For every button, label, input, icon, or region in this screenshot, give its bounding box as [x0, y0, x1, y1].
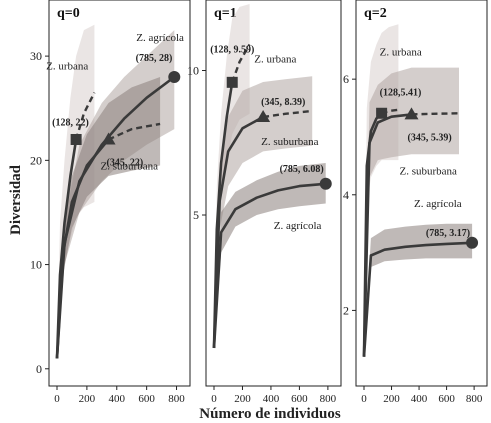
panel-title: q=2 [364, 6, 387, 21]
panel-3: q=2 0 200 400 600 800 2 4 6 (128,5.41) Z. urbana (3… [343, 0, 488, 405]
x-tick-label: 600 [138, 393, 155, 405]
data-label-zagrcola: (785, 28) [136, 53, 173, 64]
panel-title: q=0 [57, 6, 80, 21]
y-tick-label: 10 [30, 258, 42, 272]
marker-square-zurbana [226, 76, 238, 88]
marker-triangle-zsuburbana [101, 132, 116, 145]
y-tick-label: 5 [193, 208, 199, 222]
x-tick-label: 400 [411, 393, 428, 405]
x-tick-label: 400 [109, 393, 126, 405]
y-tick-label: 20 [30, 153, 42, 167]
x-tick-label: 400 [263, 393, 280, 405]
series-extrapolation-zsuburbana [262, 109, 313, 119]
y-tick-label: 30 [30, 49, 42, 63]
y-tick-label: 2 [343, 303, 349, 317]
marker-square-zurbana [70, 133, 82, 145]
x-tick-label: 0 [211, 393, 217, 405]
series-line-zagrcola [362, 241, 473, 357]
marker-circle-zagrcola [168, 70, 181, 83]
panel-2: q=1 0 200 400 600 800 5 10 (128, 9.59)Z. urbana (… [187, 0, 342, 405]
data-label-zsuburbana: (345, 22) [107, 157, 144, 168]
x-tick-label: 200 [79, 393, 96, 405]
series-name-zsuburbana: Z. suburbana [261, 136, 319, 148]
x-tick-label: 0 [361, 393, 367, 405]
y-axis-label: Diversidad [8, 164, 24, 235]
series-extrapolation-zurbana [74, 92, 96, 140]
y-tick-label: 0 [36, 362, 42, 376]
y-tick-label: 10 [187, 63, 199, 77]
data-label-zsuburbana: (345, 8.39) [261, 97, 305, 108]
panel-1: q=0 0 200 400 600 800 0 10 20 30 (128, 22) Z. urban… [30, 0, 191, 405]
series-extrapolation-zsuburbana [411, 112, 460, 116]
series-extrapolation-zurbana [231, 43, 251, 83]
x-tick-label: 200 [234, 393, 251, 405]
ci-band-zsuburbana [364, 67, 459, 357]
ci-band-zurbana [214, 4, 250, 348]
marker-circle-zagrcola [319, 177, 332, 190]
series-name-zagrcola: Z. agrícola [136, 32, 184, 44]
y-tick-label: 6 [343, 72, 349, 86]
data-label-zsuburbana: (345, 5.39) [407, 132, 451, 143]
series-line-zsuburbana [55, 138, 110, 359]
x-tick-label: 800 [320, 393, 337, 405]
ci-band-zsuburbana [57, 77, 161, 359]
series-extrapolation-zsuburbana [108, 122, 161, 141]
marker-triangle-zsuburbana [404, 107, 419, 120]
x-tick-label: 600 [291, 393, 308, 405]
series-name-zsuburbana: Z. suburbana [399, 165, 457, 177]
x-tick-label: 800 [168, 393, 185, 405]
series-name-zurbana: Z. urbana [254, 53, 296, 65]
series-line-zsuburbana [362, 113, 412, 357]
data-label-zagrcola: (785, 3.17) [426, 228, 470, 239]
ci-band-zagrcola [364, 223, 473, 357]
x-tick-label: 800 [466, 393, 483, 405]
x-tick-label: 200 [383, 393, 400, 405]
series-line-zsuburbana [212, 115, 264, 349]
series-line-zagrcola [212, 182, 326, 349]
marker-triangle-zsuburbana [256, 110, 271, 123]
x-axis-label: Número de individuos [199, 406, 341, 422]
y-tick-label: 4 [343, 188, 349, 202]
x-tick-label: 0 [54, 393, 60, 405]
series-name-zsuburbana: Z. suburbana [101, 160, 159, 172]
x-tick-label: 600 [438, 393, 455, 405]
series-name-zurbana: Z. urbana [380, 46, 422, 58]
data-label-zurbana: (128, 9.59) [210, 44, 254, 55]
ci-band-zsuburbana [214, 76, 313, 349]
data-label-zagrcola: (785, 6.08) [280, 164, 324, 175]
marker-square-zurbana [376, 107, 388, 119]
marker-circle-zagrcola [466, 236, 479, 249]
data-label-zurbana: (128,5.41) [380, 87, 422, 98]
series-name-zagrcola: Z. agrícola [274, 220, 322, 232]
ci-band-zagrcola [214, 163, 326, 348]
series-name-zurbana: Z. urbana [46, 60, 88, 72]
series-name-zagrcola: Z. agrícola [414, 198, 462, 210]
panel-title: q=1 [214, 6, 237, 21]
data-label-zurbana: (128, 22) [52, 117, 89, 128]
